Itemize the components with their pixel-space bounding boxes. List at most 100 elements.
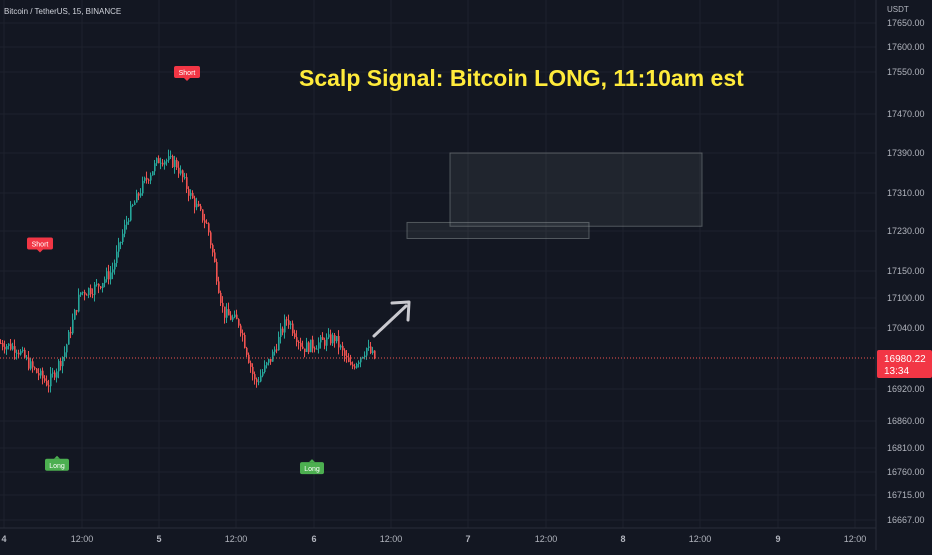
candle-body	[192, 192, 194, 199]
x-tick-label: 4	[1, 534, 6, 544]
candle-body	[326, 337, 328, 346]
candle-body	[344, 350, 346, 356]
candle-body	[128, 220, 130, 222]
candle-body	[362, 357, 364, 359]
candle-body	[148, 179, 150, 181]
signal-label: Long	[49, 463, 65, 470]
x-tick-label: 12:00	[535, 534, 558, 544]
x-tick-label: 12:00	[844, 534, 867, 544]
candle-body	[204, 220, 206, 223]
candle-body	[22, 349, 24, 352]
candle-body	[240, 325, 242, 334]
y-tick-label: 17650.00	[887, 18, 925, 28]
candle-body	[114, 263, 116, 270]
long-signal-badge: Long	[45, 455, 69, 471]
signal-label: Long	[304, 466, 320, 473]
short-signal-badge: Short	[27, 237, 53, 253]
y-tick-label: 16667.00	[887, 515, 925, 525]
candle-body	[218, 281, 220, 293]
candle-body	[134, 202, 136, 205]
candle-body	[0, 343, 2, 345]
zones	[406, 152, 703, 239]
candle-body	[62, 356, 64, 367]
y-tick-label: 17040.00	[887, 323, 925, 333]
x-tick-label: 12:00	[225, 534, 248, 544]
candle-body	[278, 336, 280, 351]
price-axis[interactable]: 17650.00 17600.00 17550.00 17470.00 17390.00…	[887, 18, 925, 525]
candle-body	[158, 158, 160, 164]
y-tick-label: 17470.00	[887, 109, 925, 119]
candle-body	[28, 357, 30, 369]
candle-body	[254, 374, 256, 380]
candle-body	[72, 319, 74, 334]
candle-body	[12, 346, 14, 350]
candle-body	[356, 363, 358, 368]
candle-body	[284, 319, 286, 333]
y-tick-label: 17150.00	[887, 266, 925, 276]
candle-body	[130, 205, 132, 221]
candle-body	[350, 361, 352, 365]
candle-body	[124, 224, 126, 234]
candle-body	[90, 288, 92, 295]
candle-body	[26, 357, 28, 359]
candle-body	[330, 334, 332, 344]
y-tick-label: 16760.00	[887, 467, 925, 477]
candle-body	[358, 362, 360, 364]
candle-body	[94, 284, 96, 295]
candle-body	[272, 351, 274, 362]
candle-body	[226, 309, 228, 318]
candle-body	[180, 170, 182, 174]
candle-body	[242, 333, 244, 335]
candle-body	[340, 345, 342, 348]
candle-body	[162, 162, 164, 165]
candle-body	[16, 352, 18, 354]
y-tick-label: 17100.00	[887, 293, 925, 303]
candle-body	[248, 354, 250, 363]
candle-body	[112, 269, 114, 273]
symbol-label[interactable]: Bitcoin / TetherUS, 15, BINANCE	[4, 7, 121, 16]
candle-body	[348, 357, 350, 362]
candle-body	[136, 193, 138, 203]
candle-body	[164, 161, 166, 165]
candle-body	[282, 328, 284, 333]
candle-body	[188, 189, 190, 196]
candle-body	[258, 381, 260, 383]
x-tick-label: 7	[465, 534, 470, 544]
candle-body	[118, 242, 120, 252]
candle-body	[308, 342, 310, 353]
candle-body	[264, 365, 266, 372]
short-signal-badge: Short	[174, 66, 200, 81]
candle-body	[312, 339, 314, 349]
candle-body	[20, 351, 22, 355]
y-tick-label: 16715.00	[887, 490, 925, 500]
candle-body	[108, 271, 110, 280]
candle-body	[2, 343, 4, 347]
candle-body	[38, 373, 40, 376]
candle-body	[234, 314, 236, 318]
candle-body	[246, 347, 248, 355]
candle-body	[202, 209, 204, 221]
time-axis[interactable]: 4 12:00 5 12:00 6 12:00 7 12:00 8 12:00 9 12:00	[1, 534, 866, 544]
candle-body	[106, 271, 108, 280]
candle-body	[40, 370, 42, 376]
candle-body	[132, 204, 134, 206]
x-tick-label: 12:00	[380, 534, 403, 544]
candle-body	[174, 159, 176, 168]
candle-body	[44, 378, 46, 381]
headline: Scalp Signal: Bitcoin LONG, 11:10am est	[299, 65, 744, 91]
candle-body	[10, 343, 12, 350]
candle-body	[276, 349, 278, 351]
arrow-up-right-icon	[372, 300, 411, 338]
candle-body	[256, 379, 258, 383]
x-tick-label: 8	[620, 534, 625, 544]
candle-body	[208, 223, 210, 233]
candle-body	[294, 333, 296, 338]
candle-body	[222, 302, 224, 307]
candle-body	[84, 291, 86, 295]
x-tick-label: 9	[775, 534, 780, 544]
candle-body	[292, 323, 294, 334]
candle-body	[306, 342, 308, 352]
candle-body	[320, 337, 322, 343]
